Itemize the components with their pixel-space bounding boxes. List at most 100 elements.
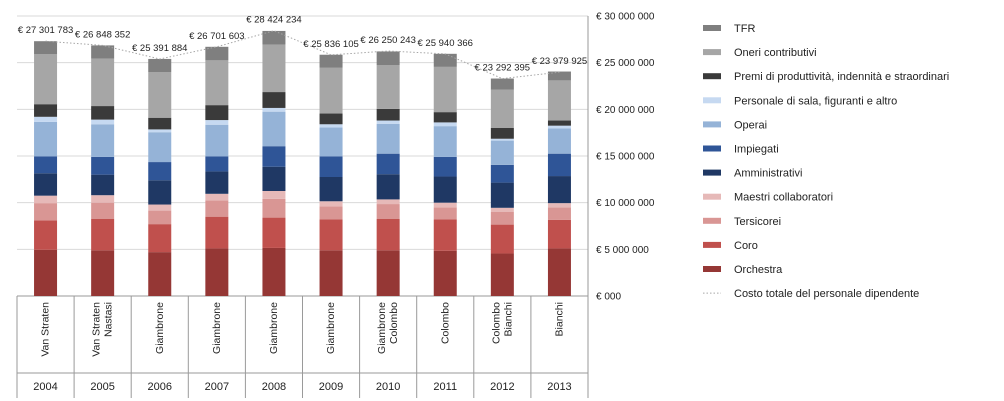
category-label: Bianchi — [553, 302, 565, 336]
legend-entry: Costo totale del personale dipendente — [734, 288, 919, 300]
bar-segment — [433, 66, 457, 113]
bar-segment — [148, 210, 172, 225]
category-label: Giambrone — [376, 302, 388, 354]
legend-swatch — [703, 49, 721, 56]
year-label: 2004 — [33, 381, 57, 393]
bar-segment — [205, 124, 229, 157]
category-label: Nastasi — [103, 302, 115, 337]
legend-entry: TFR — [734, 23, 755, 35]
bar-segment — [376, 219, 400, 251]
bar-segment — [205, 248, 229, 296]
y-tick-label: € 30 000 000 — [596, 12, 655, 23]
y-tick-label: € 10 000 000 — [596, 198, 655, 209]
bar-segment — [490, 253, 514, 296]
bar-segment — [34, 173, 58, 196]
bar-segment — [319, 219, 343, 251]
category-label: Van Straten — [91, 302, 103, 357]
year-label: 2010 — [376, 381, 400, 393]
bar-segment — [490, 212, 514, 225]
category-label: Giambrone — [154, 302, 166, 354]
bar-segment — [490, 224, 514, 254]
bar-segment — [34, 249, 58, 296]
bar-segment — [91, 250, 115, 296]
data-label: € 26 250 243 — [360, 35, 415, 46]
data-label: € 23 292 395 — [475, 63, 530, 74]
year-label: 2008 — [262, 381, 286, 393]
bar-segment — [34, 203, 58, 221]
bar-segment — [376, 153, 400, 175]
bar-segment — [91, 58, 115, 107]
bar-segment — [490, 128, 514, 139]
bar-segment — [205, 46, 229, 61]
bar-segment — [34, 104, 58, 117]
legend-swatch — [703, 266, 721, 272]
y-tick-label: € 15 000 000 — [596, 152, 655, 163]
year-label: 2006 — [148, 381, 172, 393]
bar-segment — [547, 176, 571, 204]
bar-segment — [205, 193, 229, 201]
bar-segment — [433, 122, 457, 127]
bar-segment — [205, 171, 229, 194]
legend-entry: Personale di sala, figuranti e altro — [734, 95, 897, 107]
bar-segment — [319, 54, 343, 68]
data-label: € 23 979 925 — [532, 56, 587, 67]
legend-entry: Premi di produttività, indennità e strao… — [734, 71, 949, 83]
category-label: Colombo — [388, 302, 400, 344]
bar-segment — [547, 120, 571, 126]
bar-segment — [148, 252, 172, 296]
legend-entry: Impiegati — [734, 144, 779, 156]
bar-segment — [376, 199, 400, 205]
bar-segment — [433, 156, 457, 177]
bar-segment — [490, 182, 514, 208]
bar-segment — [376, 120, 400, 124]
bar-segment — [490, 78, 514, 90]
legend-swatch — [703, 169, 721, 176]
legend-entry: Maestri collaboratori — [734, 192, 833, 204]
bar-segment — [148, 162, 172, 181]
legend-swatch — [703, 193, 721, 200]
bar-segment — [433, 176, 457, 203]
bar-segment — [34, 220, 58, 250]
data-label: € 25 391 884 — [132, 43, 187, 54]
bar-segment — [376, 204, 400, 219]
data-label: € 25 940 366 — [418, 38, 473, 49]
legend-swatch — [703, 217, 721, 224]
bar-segment — [34, 195, 58, 204]
bar-segment — [319, 124, 343, 128]
bar-segment — [205, 216, 229, 249]
bar-segment — [490, 138, 514, 141]
bar-segment — [433, 219, 457, 251]
bar-segment — [547, 203, 571, 208]
bar-segment — [205, 60, 229, 106]
y-tick-label: € 25 000 000 — [596, 58, 655, 69]
bar-segment — [205, 105, 229, 121]
bar-segment — [262, 107, 286, 112]
legend-swatch — [703, 73, 721, 80]
bar-segment — [376, 174, 400, 200]
bar-segment — [433, 112, 457, 123]
legend-entry: Operai — [734, 119, 767, 131]
bar-segment — [376, 108, 400, 121]
bar-segment — [34, 121, 58, 157]
bar-segment — [319, 156, 343, 177]
bar-segment — [91, 119, 115, 125]
data-label: € 27 301 783 — [18, 25, 73, 36]
bar-segment — [547, 219, 571, 249]
category-label: Colombo — [439, 302, 451, 344]
bar-segment — [490, 207, 514, 212]
legend-swatch — [703, 145, 721, 152]
bar-segment — [547, 207, 571, 220]
bar-segment — [148, 117, 172, 130]
legend-swatch — [703, 25, 721, 31]
y-tick-label: € 5 000 000 — [596, 245, 649, 256]
bar-segment — [319, 177, 343, 202]
legend-swatch — [703, 121, 721, 128]
legend-swatch — [703, 241, 721, 248]
legend-entry: Coro — [734, 240, 758, 252]
year-label: 2009 — [319, 381, 343, 393]
bar-segment — [148, 72, 172, 118]
bar-segment — [433, 250, 457, 296]
data-label: € 26 701 603 — [189, 31, 244, 42]
bar-segment — [547, 71, 571, 81]
